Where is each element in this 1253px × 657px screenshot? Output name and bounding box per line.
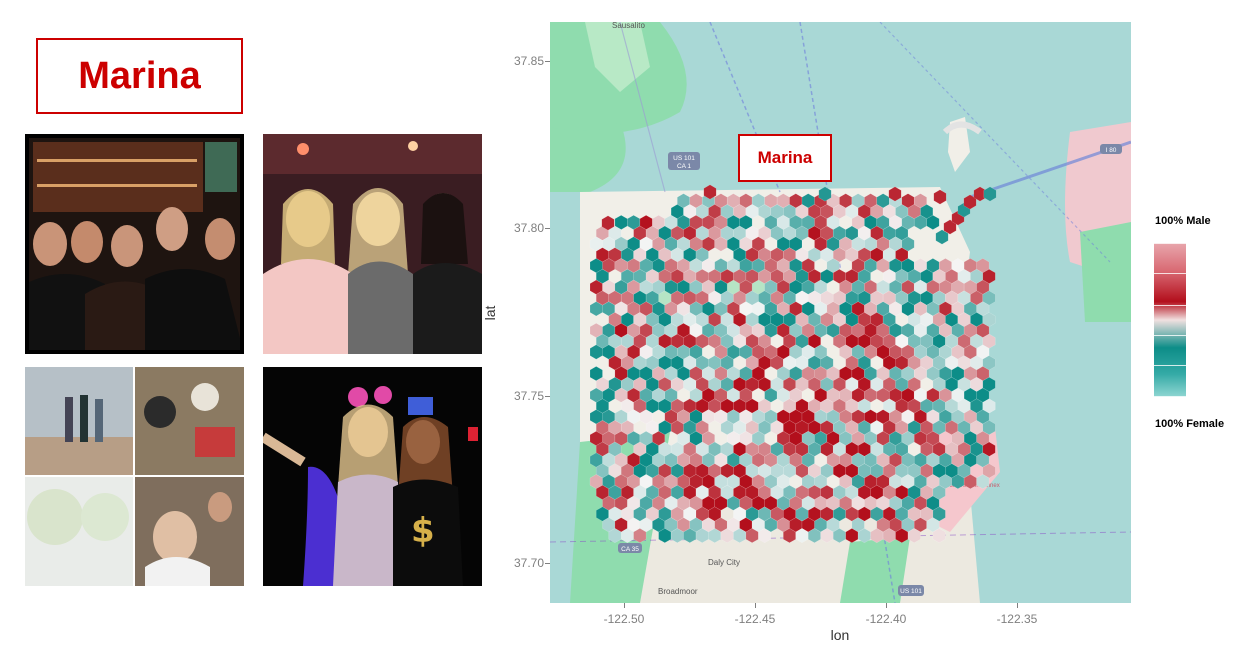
hexbin-cell	[818, 186, 832, 202]
x-tickmark	[624, 603, 625, 608]
hexbin-cell	[601, 215, 615, 231]
svg-text:$: $	[411, 511, 435, 551]
hexbin-cell	[633, 528, 647, 544]
three-women-photo	[263, 134, 482, 354]
y-tickmark	[545, 563, 550, 564]
hexbin-cell	[983, 186, 997, 202]
collage-photo	[25, 367, 244, 586]
neighborhood-title: Marina	[78, 54, 201, 97]
bar-group-photo	[25, 134, 244, 354]
party-booth-photo: $	[263, 367, 482, 586]
y-tick-label: 37.80	[513, 221, 544, 235]
y-tickmark	[545, 61, 550, 62]
place-label: Sausalito	[612, 22, 645, 30]
y-tick-label: 37.75	[513, 389, 544, 403]
hexbin-cell	[933, 189, 947, 205]
y-tick-label: 37.70	[513, 556, 544, 570]
x-tick-label: -122.35	[996, 612, 1038, 626]
legend-color-bar	[1154, 243, 1186, 397]
place-label: Daly City	[708, 558, 740, 567]
x-tickmark	[886, 603, 887, 608]
hexbin-layer	[589, 184, 997, 544]
alcatraz	[942, 121, 982, 135]
highway-shield	[1100, 144, 1122, 154]
hexbin-cell	[703, 184, 717, 200]
x-tickmark	[755, 603, 756, 608]
hexbin-cell	[932, 528, 946, 544]
hexbin-cell	[963, 194, 977, 210]
place-label: Broadmoor	[658, 587, 698, 596]
highway-shield	[618, 543, 642, 553]
hexbin-cell	[935, 229, 949, 245]
x-axis-title: lon	[830, 627, 850, 643]
x-tick-label: -122.50	[603, 612, 645, 626]
highway-shield-label: CA 35	[621, 546, 639, 553]
hexbin-cell	[926, 214, 940, 230]
y-tick-label: 37.85	[513, 54, 544, 68]
highway-shield	[668, 152, 700, 170]
hexbin-cell	[907, 528, 921, 544]
hexbin-cell	[888, 186, 902, 202]
hexbin-cell	[758, 528, 771, 544]
highway-shield-label: US 101	[900, 588, 922, 595]
hexbin-cell	[976, 474, 990, 490]
neighborhood-title-box: Marina	[36, 38, 243, 114]
y-axis-title: lat	[482, 305, 498, 321]
map-neighborhood-label: Marina	[738, 134, 832, 182]
highway-shield	[898, 585, 924, 596]
highway-shield-label: CA 1	[677, 163, 691, 170]
highway-shield-label: US 101	[673, 155, 695, 162]
legend-female-label: 100% Female	[1155, 418, 1225, 430]
x-tickmark	[1017, 603, 1018, 608]
highway-shield-label: I 80	[1106, 147, 1117, 154]
x-tick-label: -122.45	[734, 612, 776, 626]
legend-male-label: 100% Male	[1155, 215, 1211, 227]
x-tick-label: -122.40	[865, 612, 907, 626]
y-tickmark	[545, 228, 550, 229]
y-tickmark	[545, 396, 550, 397]
hexbin-cell	[943, 219, 957, 235]
